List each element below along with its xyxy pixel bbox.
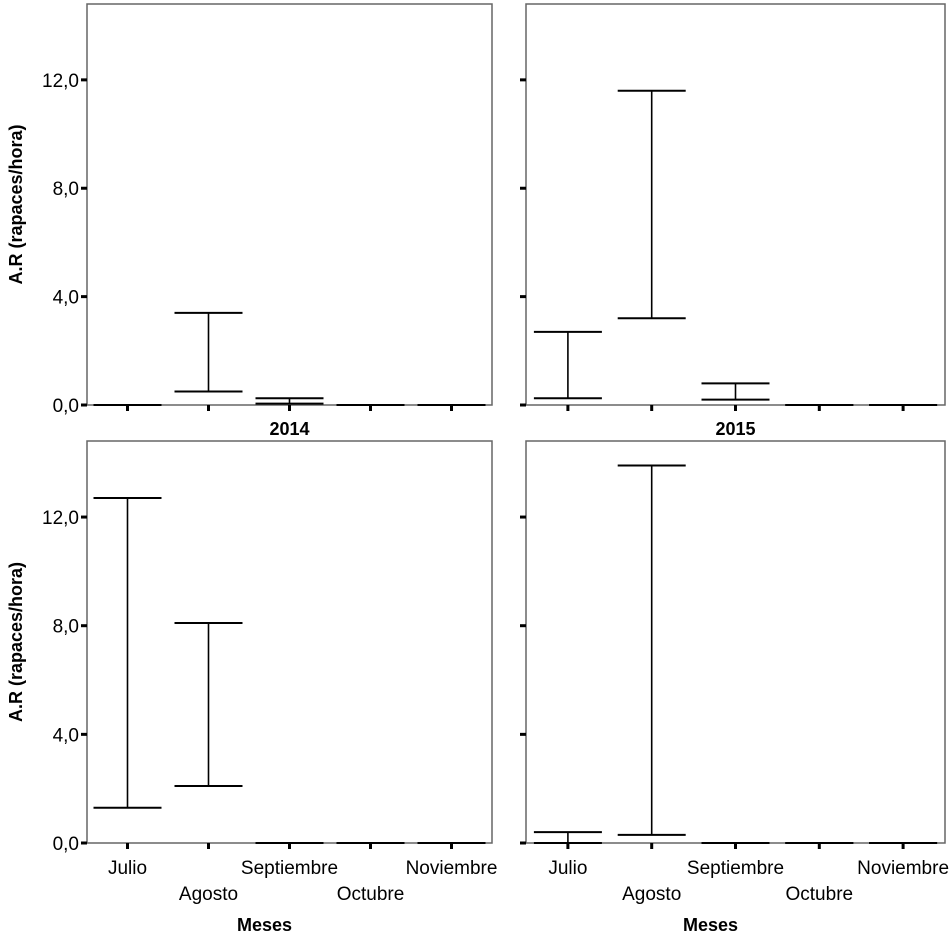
x-axis-title: Meses	[683, 915, 738, 934]
y-tick-label: 0,0	[53, 396, 79, 417]
y-tick-label: 0,0	[53, 834, 79, 855]
x-category-label: Julio	[548, 858, 587, 879]
x-category-label: Septiembre	[687, 858, 784, 879]
x-category-label: Octubre	[786, 884, 854, 905]
panel-2015-row-0: 2015	[520, 3, 946, 439]
y-tick-label: 8,0	[53, 617, 79, 638]
x-category-label: Noviembre	[406, 858, 498, 879]
y-tick-label: 12,0	[42, 508, 79, 529]
y-tick-label: 8,0	[53, 179, 79, 200]
panel-year-label: 2015	[715, 419, 755, 439]
y-tick-label: 4,0	[53, 288, 79, 309]
errorbar-agosto	[617, 464, 686, 836]
x-axis-title: Meses	[237, 915, 292, 934]
panel-frame	[86, 440, 493, 844]
errorbar-julio	[533, 831, 602, 844]
errorbar-agosto	[174, 311, 243, 393]
errorbar-agosto	[174, 621, 243, 787]
panel-frame	[525, 440, 946, 844]
errorbar-agosto	[617, 89, 686, 320]
errorbar-septiembre	[255, 397, 324, 405]
y-axis-title: A.R (rapaces/hora)	[6, 562, 26, 722]
panel-year-label: 2014	[269, 419, 309, 439]
panel-frame	[86, 3, 493, 406]
x-category-label: Agosto	[179, 884, 238, 905]
x-category-label: Septiembre	[241, 858, 338, 879]
x-category-label: Julio	[108, 858, 147, 879]
y-tick-label: 4,0	[53, 725, 79, 746]
x-category-label: Octubre	[337, 884, 405, 905]
x-category-label: Agosto	[622, 884, 681, 905]
y-tick-label: 12,0	[42, 71, 79, 92]
panel-frame	[525, 3, 946, 406]
panel-2014-row-0: 0,0 4,0 8,0 12,0 2014 A.R (rapaces/hora)	[6, 3, 493, 439]
errorbar-septiembre	[701, 382, 770, 401]
errorbar-julio	[533, 330, 602, 400]
y-axis-title: A.R (rapaces/hora)	[6, 124, 26, 284]
x-category-label: Noviembre	[857, 858, 949, 879]
errorbar-julio	[93, 497, 162, 809]
